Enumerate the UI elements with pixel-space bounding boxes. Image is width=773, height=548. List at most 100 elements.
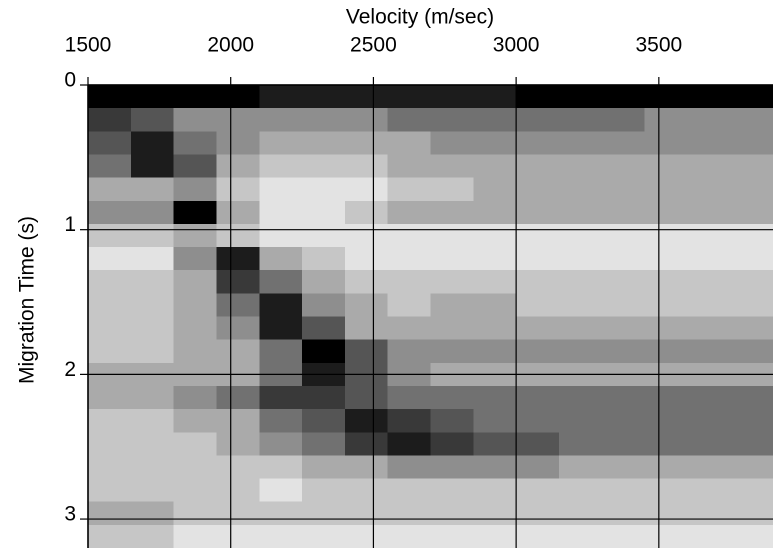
heatmap-cell — [216, 385, 260, 410]
heatmap-cell — [516, 223, 560, 248]
heatmap-cell — [687, 177, 731, 202]
heatmap-cell — [259, 177, 303, 202]
heatmap-cell — [344, 501, 389, 526]
heatmap-cell — [644, 316, 688, 341]
heatmap-cell — [302, 524, 346, 548]
heatmap-cell — [516, 108, 560, 132]
heatmap-cell — [687, 154, 731, 179]
heatmap-cell — [130, 339, 175, 364]
heatmap-cell — [88, 409, 132, 433]
heatmap-cell — [130, 455, 175, 480]
heatmap-cell — [387, 432, 431, 456]
heatmap-cell — [344, 478, 389, 503]
heatmap-cell — [430, 247, 474, 271]
heatmap-cell — [430, 478, 474, 503]
heatmap-cell — [558, 177, 603, 202]
heatmap-cell — [216, 270, 260, 294]
heatmap-cell — [344, 316, 389, 341]
heatmap-cell — [644, 385, 688, 410]
heatmap-cell — [687, 131, 731, 155]
heatmap-cell — [387, 385, 431, 410]
heatmap-cell — [601, 247, 646, 271]
heatmap-cell — [473, 455, 517, 480]
heatmap-cell — [344, 385, 389, 410]
heatmap-cell — [516, 432, 560, 456]
heatmap-cell — [130, 177, 175, 202]
heatmap-cell — [730, 108, 773, 132]
heatmap-cell — [601, 85, 646, 109]
heatmap-cell — [601, 316, 646, 341]
heatmap-cell — [601, 154, 646, 179]
heatmap-cell — [173, 409, 217, 433]
heatmap-cell — [173, 131, 217, 155]
heatmap-cell — [173, 339, 217, 364]
y-axis-label: Migration Time (s) — [16, 216, 39, 384]
heatmap-cell — [387, 154, 431, 179]
heatmap-cell — [387, 524, 431, 548]
heatmap-cell — [558, 524, 603, 548]
heatmap-cell — [216, 223, 260, 248]
heatmap-cell — [344, 200, 389, 225]
heatmap-cell — [259, 223, 303, 248]
heatmap-cell — [302, 85, 346, 109]
heatmap-cell — [473, 223, 517, 248]
heatmap-cell — [687, 85, 731, 109]
heatmap-cell — [88, 293, 132, 317]
heatmap-cell — [730, 432, 773, 456]
x-tick-label: 3000 — [493, 34, 540, 57]
heatmap-cell — [730, 85, 773, 109]
y-tick-label: 2 — [64, 358, 76, 381]
heatmap-cell — [259, 339, 303, 364]
heatmap-cell — [387, 108, 431, 132]
heatmap-cell — [516, 316, 560, 341]
heatmap-cell — [601, 455, 646, 480]
heatmap-cell — [88, 200, 132, 225]
heatmap-cell — [558, 293, 603, 317]
heatmap-cell — [259, 316, 303, 341]
heatmap-cell — [601, 385, 646, 410]
heatmap-cell — [687, 293, 731, 317]
heatmap-cell — [387, 455, 431, 480]
heatmap-cell — [430, 501, 474, 526]
heatmap-cell — [430, 293, 474, 317]
heatmap-cell — [216, 177, 260, 202]
chart-title: Velocity (m/sec) — [346, 6, 494, 29]
heatmap-cell — [687, 524, 731, 548]
heatmap-cell — [473, 339, 517, 364]
heatmap-cell — [302, 339, 346, 364]
heatmap-cell — [130, 385, 175, 410]
heatmap-cell — [216, 200, 260, 225]
heatmap-cell — [687, 501, 731, 526]
heatmap-cell — [601, 270, 646, 294]
heatmap-cell — [644, 409, 688, 433]
heatmap-cell — [88, 339, 132, 364]
heatmap-cell — [473, 524, 517, 548]
heatmap-cell — [430, 85, 474, 109]
heatmap-cell — [173, 270, 217, 294]
heatmap-cell — [173, 85, 217, 109]
heatmap-cell — [687, 223, 731, 248]
heatmap-cell — [430, 108, 474, 132]
heatmap-cell — [387, 200, 431, 225]
heatmap-cell — [88, 478, 132, 503]
heatmap-cell — [644, 85, 688, 109]
heatmap-cell — [387, 339, 431, 364]
heatmap-cell — [130, 154, 175, 179]
x-tick-label: 2000 — [207, 34, 254, 57]
heatmap-cell — [216, 455, 260, 480]
heatmap-cell — [173, 316, 217, 341]
heatmap-cell — [387, 316, 431, 341]
heatmap-cell — [344, 85, 389, 109]
heatmap-cell — [473, 316, 517, 341]
heatmap-cell — [516, 154, 560, 179]
heatmap-cell — [302, 432, 346, 456]
heatmap-cell — [430, 154, 474, 179]
heatmap-cell — [259, 154, 303, 179]
heatmap-cell — [216, 409, 260, 433]
heatmap-cell — [730, 501, 773, 526]
heatmap-cell — [730, 177, 773, 202]
heatmap-cell — [216, 293, 260, 317]
heatmap-cell — [730, 316, 773, 341]
heatmap-cell — [173, 247, 217, 271]
